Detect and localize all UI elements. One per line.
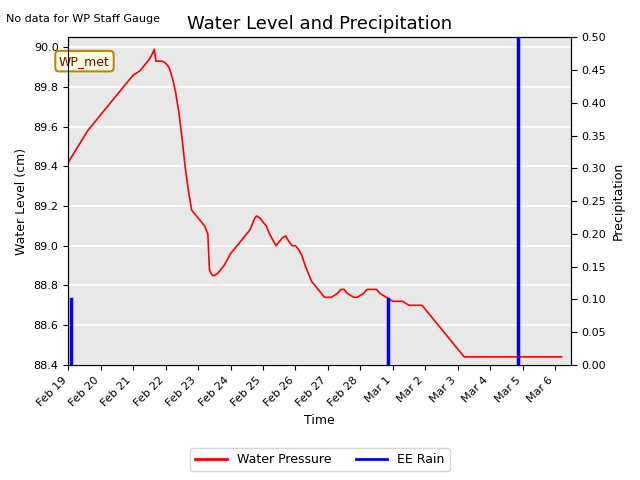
- Title: Water Level and Precipitation: Water Level and Precipitation: [188, 15, 452, 33]
- Y-axis label: Precipitation: Precipitation: [612, 162, 625, 240]
- Water Pressure: [150, 47, 158, 52]
- Water Pressure: [65, 159, 72, 165]
- Water Pressure: [74, 144, 82, 149]
- Legend: Water Pressure, EE Rain: Water Pressure, EE Rain: [190, 448, 450, 471]
- Water Pressure: [116, 88, 124, 94]
- Water Pressure: [363, 287, 371, 292]
- Water Pressure: [447, 338, 455, 344]
- Y-axis label: Water Level (cm): Water Level (cm): [15, 147, 28, 255]
- Text: WP_met: WP_met: [59, 55, 110, 68]
- Text: No data for WP Staff Gauge: No data for WP Staff Gauge: [6, 14, 161, 24]
- Water Pressure: [463, 354, 471, 360]
- Water Pressure: [557, 354, 565, 360]
- Water Pressure: [532, 354, 540, 360]
- X-axis label: Time: Time: [305, 414, 335, 427]
- Water Pressure: [460, 354, 468, 360]
- Line: Water Pressure: Water Pressure: [68, 49, 561, 357]
